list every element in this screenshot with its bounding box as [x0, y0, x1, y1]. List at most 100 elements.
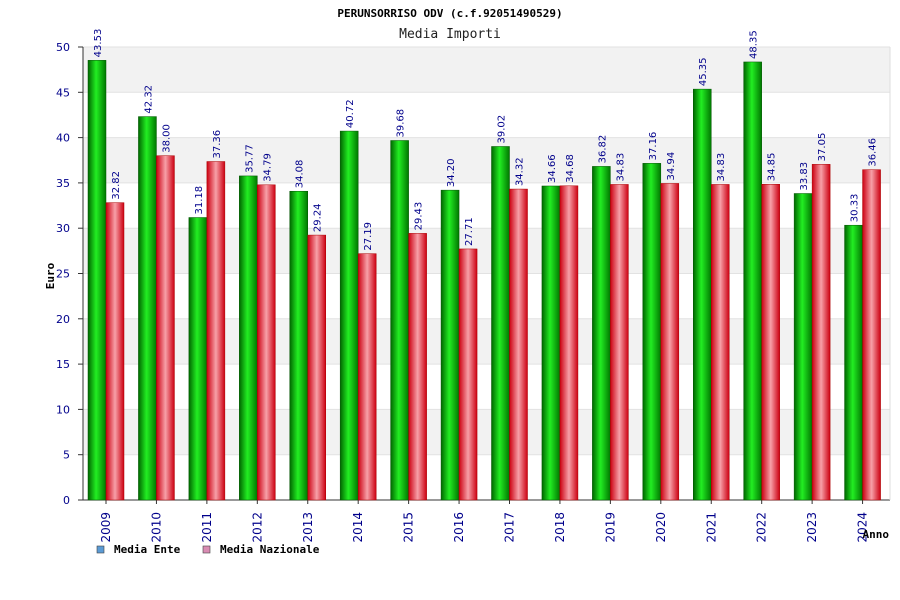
value-label: 39.02 [497, 115, 508, 144]
bar-media-ente-2016 [440, 189, 460, 501]
bar-media-nazionale-2014 [357, 253, 377, 501]
bar-media-nazionale-2010 [156, 155, 175, 501]
legend: Media Ente Media Nazionale [96, 543, 320, 556]
x-tick-label: 2019 [603, 512, 617, 543]
bar-media-nazionale-2009 [105, 202, 125, 501]
value-label: 27.19 [363, 222, 374, 251]
value-label: 34.85 [767, 153, 778, 182]
y-tick-label: 10 [56, 403, 70, 416]
bar-media-nazionale-2013 [307, 234, 326, 501]
bar-media-ente-2013 [289, 190, 308, 501]
value-label: 34.20 [446, 159, 457, 188]
bar-media-ente-2019 [592, 166, 611, 501]
x-axis-label: Anno [863, 528, 890, 541]
bar-media-nazionale-2022 [761, 184, 780, 501]
bar-media-nazionale-2017 [509, 188, 528, 501]
value-label: 29.24 [313, 203, 324, 232]
bar-media-ente-2020 [642, 163, 662, 501]
x-tick-label: 2012 [250, 512, 264, 543]
bar-media-ente-2022 [743, 61, 762, 501]
y-tick-label: 50 [56, 41, 70, 54]
value-label: 38.00 [161, 124, 172, 153]
bar-media-ente-2010 [138, 116, 157, 501]
value-label: 27.71 [464, 217, 475, 246]
y-tick-labels: 0 5 10 15 20 25 30 35 40 45 50 [56, 41, 70, 507]
y-tick-label: 20 [56, 313, 70, 326]
y-tick-label: 45 [56, 86, 70, 99]
bar-media-ente-2021 [693, 88, 712, 501]
x-tick-label: 2016 [452, 512, 466, 543]
x-tick-label: 2023 [805, 512, 819, 543]
x-tick-label: 2022 [755, 512, 769, 543]
y-tick-label: 40 [56, 132, 70, 145]
value-label: 34.79 [262, 153, 273, 182]
value-label: 34.08 [295, 160, 306, 189]
legend-label-media-ente: Media Ente [114, 543, 181, 556]
value-label: 37.36 [212, 130, 223, 159]
y-tick-label: 15 [56, 358, 70, 371]
bar-media-ente-2017 [491, 146, 510, 501]
bar-media-nazionale-2012 [257, 184, 276, 501]
bar-media-nazionale-2018 [559, 185, 579, 501]
plot-band [83, 47, 890, 93]
x-tick-label: 2018 [553, 512, 567, 543]
value-label: 35.77 [244, 144, 255, 173]
x-tick-labels: 2009 2010 2011 2012 2013 2014 2015 2016 2017 2018… [99, 512, 870, 543]
x-tick-label: 2024 [856, 512, 870, 543]
x-tick-label: 2015 [402, 512, 416, 543]
bar-media-ente-2012 [239, 175, 258, 501]
y-tick-label: 5 [63, 449, 70, 462]
bar-media-ente-2011 [188, 217, 208, 501]
bar-media-nazionale-2015 [408, 233, 427, 501]
x-tick-label: 2014 [351, 512, 365, 543]
value-label: 34.66 [547, 154, 558, 183]
bar-media-nazionale-2016 [458, 248, 478, 501]
value-label: 34.83 [615, 153, 626, 182]
chart-title: PERUNSORRISO ODV (c.f.92051490529) [337, 7, 562, 20]
x-tick-label: 2009 [99, 512, 113, 543]
bar-media-nazionale-2011 [206, 161, 226, 501]
x-tick-label: 2021 [704, 512, 718, 543]
value-label: 34.68 [565, 154, 576, 183]
y-tick-label: 25 [56, 268, 70, 281]
bar-media-nazionale-2019 [610, 184, 629, 501]
y-tick-label: 30 [56, 222, 70, 235]
bar-media-nazionale-2024 [862, 169, 881, 501]
value-label: 34.94 [666, 152, 677, 181]
value-label: 45.35 [698, 57, 709, 86]
value-label: 36.46 [868, 138, 879, 167]
bar-media-nazionale-2021 [711, 184, 730, 501]
bar-media-ente-2018 [541, 185, 561, 501]
value-label: 31.18 [194, 186, 205, 215]
value-label: 34.83 [716, 153, 727, 182]
bar-media-ente-2024 [844, 224, 863, 501]
x-tick-label: 2017 [503, 512, 517, 543]
bar-media-ente-2014 [339, 130, 359, 501]
value-label: 40.72 [345, 99, 356, 128]
value-label: 43.53 [93, 29, 104, 58]
value-label: 37.05 [817, 133, 828, 162]
legend-swatch-media-ente [96, 545, 105, 554]
bars [87, 60, 881, 501]
bar-media-nazionale-2020 [660, 183, 680, 501]
y-axis-label: Euro [44, 262, 57, 289]
value-label: 36.82 [597, 135, 608, 164]
bar-media-ente-2015 [390, 140, 409, 501]
value-labels: 43.53 32.82 42.32 38.00 31.18 37.36 35.77 34.79… [93, 29, 879, 251]
value-label: 39.68 [396, 109, 407, 138]
value-label: 37.16 [648, 132, 659, 161]
bar-media-nazionale-2023 [811, 164, 831, 501]
value-label: 33.83 [799, 162, 810, 191]
value-label: 32.82 [111, 171, 122, 200]
x-tick-label: 2010 [149, 512, 163, 543]
bar-media-ente-2009 [87, 60, 107, 501]
plot-band [83, 92, 890, 138]
y-tick-label: 0 [63, 494, 70, 507]
x-tick-label: 2020 [654, 512, 668, 543]
value-label: 34.32 [515, 157, 526, 186]
x-tick-label: 2013 [301, 512, 315, 543]
legend-swatch-media-nazionale [202, 545, 211, 554]
bar-media-ente-2023 [793, 193, 813, 501]
chart-subtitle: Media Importi [399, 27, 501, 42]
